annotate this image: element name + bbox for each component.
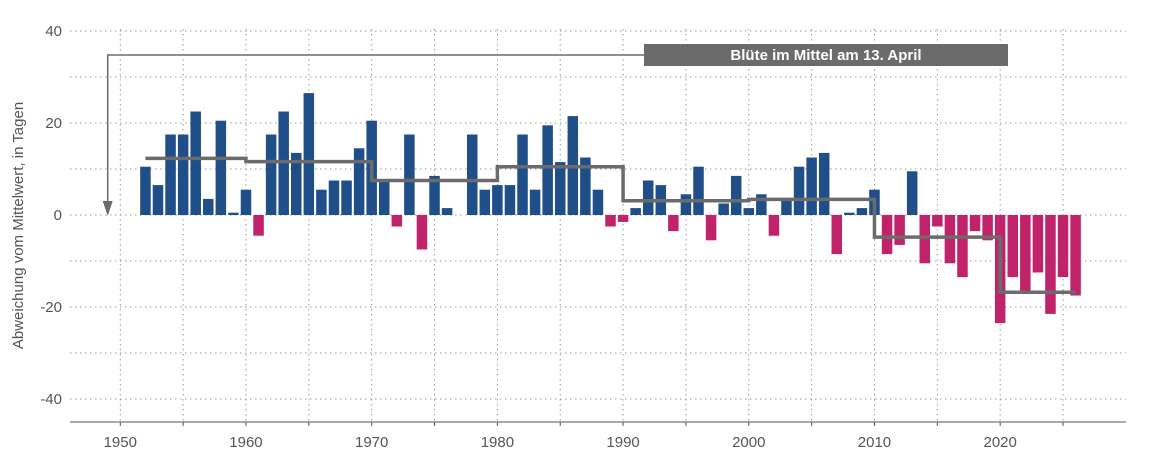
bar bbox=[291, 152, 302, 215]
bar bbox=[580, 157, 591, 215]
bar bbox=[969, 215, 981, 232]
bar bbox=[341, 180, 352, 215]
arrowhead-icon bbox=[102, 201, 113, 216]
x-tick-label: 1980 bbox=[481, 434, 514, 451]
x-tick-label: 2020 bbox=[983, 434, 1016, 451]
decade-mean-line bbox=[145, 156, 1076, 295]
x-tick-label: 1950 bbox=[104, 434, 137, 451]
bar bbox=[718, 203, 729, 215]
bar bbox=[1057, 215, 1069, 278]
x-tick-label: 1990 bbox=[606, 434, 639, 451]
bar bbox=[743, 208, 755, 215]
bar bbox=[605, 215, 616, 227]
x-tick-label: 1960 bbox=[229, 434, 262, 451]
bar bbox=[441, 208, 453, 215]
bar bbox=[554, 162, 566, 215]
annotation-arrow bbox=[106, 54, 644, 203]
bar bbox=[894, 215, 905, 245]
bar bbox=[592, 189, 604, 215]
bar bbox=[479, 189, 491, 215]
bar bbox=[429, 175, 440, 215]
bar bbox=[680, 194, 692, 215]
bar bbox=[982, 215, 993, 241]
bars bbox=[140, 93, 1081, 324]
bar bbox=[818, 152, 830, 215]
bar bbox=[542, 125, 553, 215]
bar bbox=[517, 134, 528, 215]
bar bbox=[303, 93, 315, 215]
bar bbox=[152, 185, 164, 215]
bar bbox=[919, 215, 931, 264]
bar bbox=[416, 215, 428, 250]
bar bbox=[240, 189, 252, 215]
bar bbox=[642, 180, 654, 215]
bar bbox=[806, 157, 817, 215]
y-tick-label: 0 bbox=[54, 207, 62, 224]
y-tick-label: 40 bbox=[45, 23, 62, 40]
x-tick-label: 2010 bbox=[858, 434, 891, 451]
bar bbox=[265, 134, 277, 215]
bar bbox=[328, 180, 340, 215]
bar bbox=[932, 215, 943, 227]
bar bbox=[944, 215, 956, 264]
bar bbox=[1007, 215, 1018, 278]
bar bbox=[957, 215, 968, 278]
bar bbox=[756, 194, 767, 215]
bar bbox=[253, 215, 264, 236]
bar bbox=[793, 166, 805, 215]
bar bbox=[768, 215, 780, 236]
x-tick-label: 1970 bbox=[355, 434, 388, 451]
bar bbox=[1070, 215, 1081, 296]
bar bbox=[391, 215, 403, 227]
bar bbox=[668, 215, 679, 232]
bar bbox=[177, 134, 189, 215]
annotation: Blüte im Mittel am 13. April bbox=[102, 44, 1008, 216]
annotation-text: Blüte im Mittel am 13. April bbox=[730, 47, 921, 64]
bar bbox=[504, 185, 516, 215]
bar bbox=[730, 175, 742, 215]
bar bbox=[906, 171, 918, 215]
y-tick-labels: -40 -20 0 20 40 bbox=[40, 23, 62, 408]
bar bbox=[353, 148, 365, 215]
x-axis: 1950 1960 1970 1980 1990 2000 2010 2020 bbox=[70, 421, 1126, 451]
y-tick-label: -20 bbox=[40, 299, 62, 316]
bar bbox=[140, 166, 151, 215]
bar bbox=[190, 111, 201, 215]
bar bbox=[404, 134, 415, 215]
annotation-box bbox=[644, 44, 1008, 66]
mean-step-line bbox=[145, 156, 1076, 295]
bar bbox=[844, 212, 855, 215]
bar bbox=[693, 166, 704, 215]
bar bbox=[492, 185, 503, 215]
bar bbox=[1020, 215, 1031, 291]
bar bbox=[881, 215, 893, 255]
x-tick-label: 2000 bbox=[732, 434, 765, 451]
bar bbox=[228, 212, 239, 215]
bar bbox=[215, 120, 227, 215]
y-axis-title: Abweichung vom Mittelwert, in Tagen bbox=[10, 102, 27, 349]
y-tick-label: -40 bbox=[40, 391, 62, 408]
bar bbox=[705, 215, 717, 241]
bar bbox=[781, 198, 792, 215]
bar bbox=[316, 189, 327, 215]
bar bbox=[831, 215, 843, 255]
bar bbox=[856, 208, 868, 215]
bar bbox=[379, 180, 390, 215]
bar bbox=[165, 134, 176, 215]
y-tick-label: 20 bbox=[45, 115, 62, 132]
bar bbox=[529, 189, 541, 215]
bar bbox=[630, 208, 641, 215]
bar bbox=[1045, 215, 1056, 314]
bar bbox=[617, 215, 629, 222]
bar bbox=[203, 198, 214, 215]
bar bbox=[1032, 215, 1044, 273]
bar bbox=[466, 134, 478, 215]
